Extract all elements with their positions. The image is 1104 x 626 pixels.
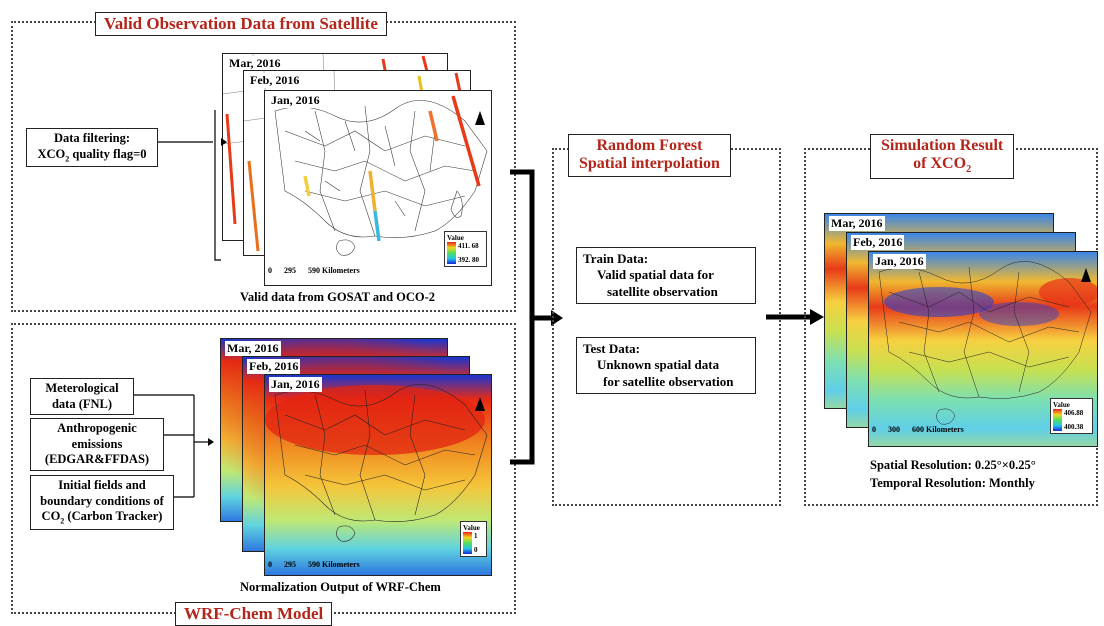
test-heading: Test Data: [583,341,640,356]
satellite-map-feb-label: Feb, 2016 [248,73,302,88]
input-fnl-line1: Meterological [45,381,119,395]
wrf-map-jan: Jan, 2016 Value 1 0 0 295 590 Kilometers [264,374,492,576]
satellite-panel-title: Valid Observation Data from Satellite [95,12,387,36]
wrf-chem-panel-title: WRF-Chem Model [175,602,333,626]
input-carbon-tracker-box: Initial fields and boundary conditions o… [30,475,174,530]
inputs-connector [134,394,214,498]
merge-arrow [510,169,563,465]
sim-map-feb-label: Feb, 2016 [851,235,905,250]
wrf-caption: Normalization Output of WRF-Chem [240,580,441,594]
random-forest-panel [552,148,781,506]
sim-title-line1: Simulation Result [881,137,1004,154]
north-arrow-icon [475,111,485,125]
input-emissions-line1: Anthropogenic [57,421,137,435]
input-ct-line2: boundary conditions of [40,493,164,508]
north-arrow-icon [475,397,485,411]
train-data-box: Train Data: Valid spatial data for satel… [576,247,756,304]
satellite-map-jan-art [274,95,488,256]
rf-title-line1: Random Forest [596,137,703,154]
input-fnl-box: Meterological data (FNL) [30,378,134,416]
sim-legend-max: 406.88 [1064,409,1084,417]
sim-legend-min: 400.38 [1064,423,1084,431]
legend-title: Value [447,234,464,242]
wrf-scale-bar: 0 295 590 Kilometers [268,560,360,569]
sim-map-mar-label: Mar, 2016 [829,216,885,231]
input-emissions-line3: (EDGAR&FFDAS) [44,452,150,467]
wrf-legend-max: 1 [474,532,478,540]
rf-title-line2: Spatial interpolation [579,155,720,173]
sim-title-line2: of XCO2 [913,155,972,176]
test-line1: Unknown spatial data [597,357,720,373]
satellite-map-mar-label: Mar, 2016 [227,56,283,71]
random-forest-title: Random Forest Spatial interpolation [568,134,731,177]
satellite-legend: Value 411. 68 392. 80 [444,231,487,267]
wrf-map-mar-label: Mar, 2016 [225,341,281,356]
legend-colorbar [447,242,456,264]
satellite-scale-bar: 0 295 590 Kilometers [268,266,360,275]
test-data-box: Test Data: Unknown spatial data for sate… [576,337,756,394]
filter-line-2: XCO2 quality flag=0 [37,146,147,164]
wrf-map-jan-label: Jan, 2016 [269,377,322,392]
input-ct-line3: CO2 (Carbon Tracker) [41,509,163,526]
sim-legend: Value 406.88 400.38 [1050,398,1093,434]
train-line1: Valid spatial data for [597,267,714,283]
sim-map-jan: Jan, 2016 Value 406.88 400.38 0 300 600 K… [868,251,1098,447]
north-arrow-icon [1081,268,1091,282]
sim-scale-bar: 0 300 600 Kilometers [872,425,964,434]
train-line2: satellite observation [607,283,718,299]
satellite-caption: Valid data from GOSAT and OCO-2 [240,290,436,304]
temporal-resolution: Temporal Resolution: Monthly [870,476,1035,490]
sim-legend-title: Value [1053,401,1070,409]
wrf-legend: Value 1 0 [460,521,487,557]
wrf-legend-colorbar [463,532,472,554]
input-ct-line1: Initial fields and [58,478,146,492]
test-line2: for satellite observation [603,373,734,389]
wrf-map-jan-art [265,375,491,575]
sim-map-jan-label: Jan, 2016 [873,254,926,269]
input-emissions-box: Anthropogenic emissions (EDGAR&FFDAS) [30,418,164,471]
wrf-legend-title: Value [463,524,480,532]
spatial-resolution: Spatial Resolution: 0.25°×0.25° [870,458,1036,472]
wrf-legend-min: 0 [474,546,478,554]
filter-line-1: Data filtering: [53,131,131,145]
satellite-map-jan: Jan, 2016 Value 411. 68 392. 80 0 295 590… [264,90,492,286]
input-emissions-line2: emissions [71,436,123,451]
filter-connector [158,110,227,261]
legend-max: 411. 68 [458,242,479,250]
satellite-map-jan-label: Jan, 2016 [269,93,322,108]
input-fnl-line2: data (FNL) [51,396,113,411]
wrf-map-feb-label: Feb, 2016 [247,359,301,374]
legend-min: 392. 80 [458,256,479,264]
sim-legend-colorbar [1053,409,1062,431]
train-heading: Train Data: [583,251,649,266]
data-filtering-box: Data filtering: XCO2 quality flag=0 [26,128,158,168]
simulation-result-title: Simulation Result of XCO2 [870,134,1015,180]
